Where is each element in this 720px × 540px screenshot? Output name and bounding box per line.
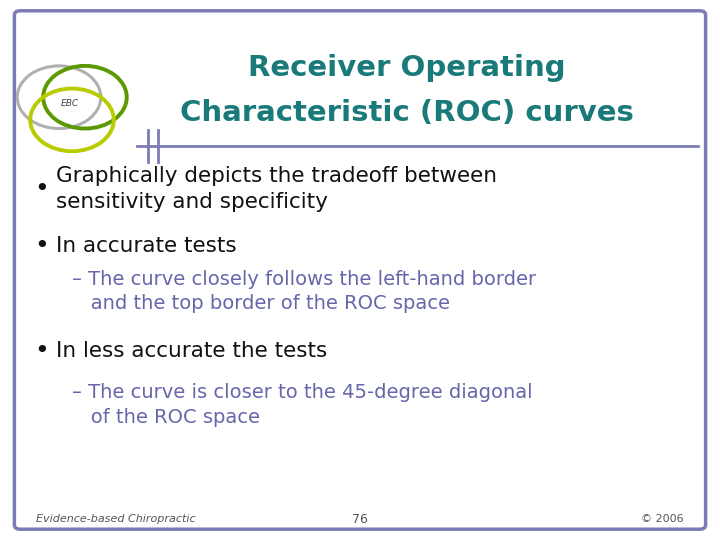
Text: •: • — [35, 234, 49, 258]
Text: © 2006: © 2006 — [642, 515, 684, 524]
Text: In less accurate the tests: In less accurate the tests — [56, 341, 328, 361]
Text: – The curve is closer to the 45-degree diagonal
   of the ROC space: – The curve is closer to the 45-degree d… — [72, 383, 533, 427]
Text: Receiver Operating: Receiver Operating — [248, 53, 566, 82]
Text: Graphically depicts the tradeoff between
sensitivity and specificity: Graphically depicts the tradeoff between… — [56, 166, 497, 212]
FancyBboxPatch shape — [14, 11, 706, 529]
Text: •: • — [35, 177, 49, 201]
Text: In accurate tests: In accurate tests — [56, 235, 237, 256]
Text: EBC: EBC — [60, 99, 79, 108]
Text: – The curve closely follows the left-hand border
   and the top border of the RO: – The curve closely follows the left-han… — [72, 270, 536, 313]
Text: 76: 76 — [352, 513, 368, 526]
Text: Evidence-based Chiropractic: Evidence-based Chiropractic — [36, 515, 196, 524]
Text: Characteristic (ROC) curves: Characteristic (ROC) curves — [180, 99, 634, 127]
Text: •: • — [35, 339, 49, 363]
